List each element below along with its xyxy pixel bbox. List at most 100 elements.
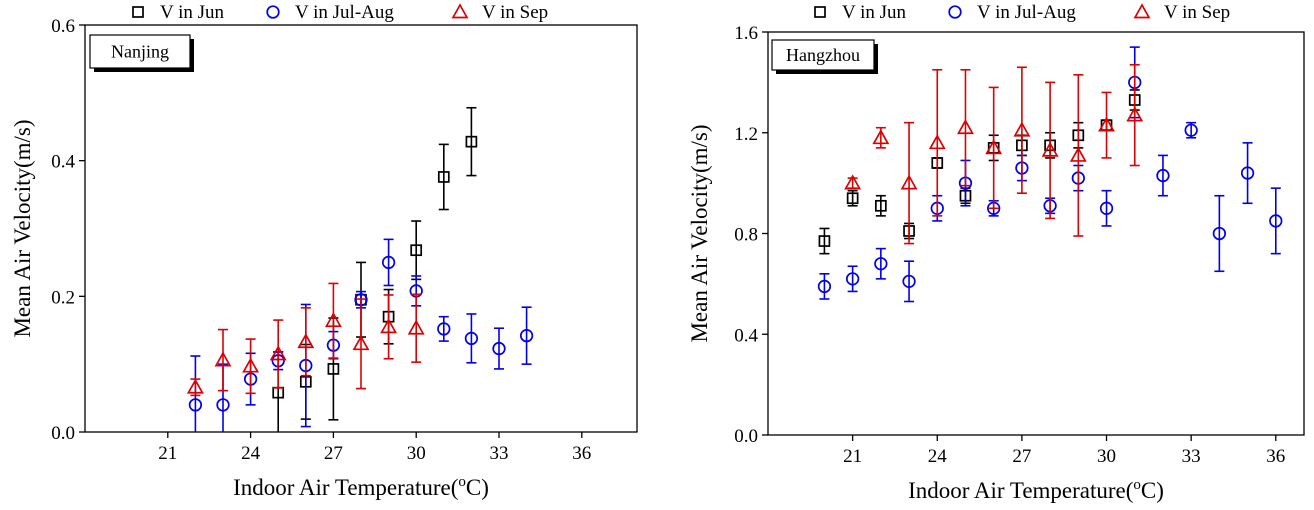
- x-tick-label: 30: [1097, 446, 1116, 467]
- x-axis-title-main: Indoor Air Temperature(: [908, 478, 1133, 503]
- data-point-triangle: [186, 378, 204, 394]
- legend: V in Jun V in Jul-Aug V in Sep: [132, 2, 548, 23]
- x-tick-label: 33: [1182, 446, 1201, 467]
- legend-label: V in Jul-Aug: [295, 2, 394, 23]
- legend-label: V in Sep: [1164, 2, 1230, 23]
- chart-hangzhou: 21 24 27 30 33 36 0.0 0.4 0.8 1.2 1.6 Indoor Air Te…: [687, 2, 1305, 503]
- x-tick-label: 24: [928, 446, 948, 467]
- y-tick-label: 0.4: [51, 152, 75, 173]
- data-point-circle: [216, 398, 230, 412]
- plot-frame: [84, 24, 638, 433]
- legend-marker-triangle: [451, 3, 469, 19]
- data-point-square: [874, 199, 887, 212]
- x-axis-title: Indoor Air Temperature(oC): [908, 477, 1164, 503]
- data-point-circle: [817, 279, 832, 294]
- legend-marker-circle: [948, 5, 962, 19]
- x-axis-title: Indoor Air Temperature(oC): [233, 474, 489, 500]
- y-axis-title: Mean Air Velocity(m/s): [687, 124, 712, 342]
- x-tick-label: 36: [572, 443, 591, 464]
- data-point-circle: [1099, 201, 1114, 215]
- y-tick-label: 0.0: [51, 423, 75, 444]
- x-axis-title-sup: o: [1133, 477, 1141, 493]
- legend-label: V in Jul-Aug: [977, 2, 1076, 23]
- legend-label: V in Jun: [160, 2, 225, 23]
- data-point-triangle: [214, 351, 232, 367]
- series-triangle: [844, 63, 1144, 245]
- data-point-triangle: [900, 174, 918, 190]
- x-axis-title-sup: o: [458, 474, 466, 490]
- data-point-triangle: [1098, 116, 1115, 132]
- legend-marker-triangle: [1133, 3, 1151, 19]
- data-point-circle: [188, 398, 203, 412]
- x-tick-label: 36: [1266, 446, 1285, 467]
- data-point-circle: [464, 331, 479, 346]
- data-point-circle: [845, 272, 860, 286]
- data-point-circle: [1240, 166, 1255, 180]
- data-point-triangle: [844, 174, 862, 190]
- data-point-square: [437, 171, 450, 183]
- y-axis-title: Mean Air Velocity(m/s): [10, 119, 35, 337]
- y-tick-label: 0.8: [734, 225, 758, 246]
- y-tick-label: 1.2: [734, 124, 758, 145]
- data-point-circle: [437, 322, 451, 336]
- x-tick-label: 21: [843, 446, 862, 467]
- data-point-triangle: [352, 335, 370, 351]
- y-tick-label: 0.4: [734, 325, 758, 346]
- x-tick-label: 27: [1012, 446, 1031, 467]
- data-point-circle: [519, 329, 534, 343]
- x-tick-label: 27: [324, 443, 343, 464]
- legend-marker-circle: [266, 5, 280, 19]
- x-axis-title-end: C): [1141, 478, 1164, 503]
- plot-frame: [767, 31, 1305, 436]
- panel-label: Hangzhou: [786, 45, 860, 65]
- data-point-triangle: [985, 139, 1003, 155]
- data-point-triangle: [1041, 141, 1059, 157]
- y-tick-label: 0.2: [51, 287, 75, 308]
- data-point-circle: [1212, 226, 1227, 241]
- chart-nanjing: 21 24 27 30 33 36 0.0 0.2 0.4 0.6 Indoor Air Tempe…: [10, 2, 638, 500]
- data-point-triangle: [242, 357, 260, 373]
- x-tick-label: 24: [241, 443, 261, 464]
- data-point-triangle: [407, 319, 425, 335]
- series-triangle: [186, 282, 425, 397]
- data-point-triangle: [380, 318, 398, 334]
- data-point-square: [410, 244, 423, 257]
- data-point-circle: [1184, 123, 1198, 137]
- legend-marker-square: [814, 6, 826, 18]
- data-point-triangle: [1013, 121, 1031, 137]
- data-point-circle: [1156, 168, 1170, 183]
- series-square: [272, 106, 478, 432]
- data-point-square: [818, 235, 831, 247]
- panel-label-box: [771, 39, 875, 71]
- data-point-triangle: [928, 134, 946, 150]
- data-point-square: [327, 363, 340, 375]
- data-point-triangle: [297, 333, 315, 349]
- data-point-circle: [874, 257, 888, 271]
- data-point-circle: [492, 341, 506, 356]
- data-point-triangle: [1069, 146, 1087, 162]
- legend: V in Jun V in Jul-Aug V in Sep: [814, 2, 1230, 23]
- data-point-triangle: [872, 129, 890, 145]
- data-point-circle: [902, 274, 916, 289]
- x-axis-title-main: Indoor Air Temperature(: [233, 475, 458, 500]
- data-point-circle: [381, 255, 396, 270]
- data-point-triangle: [324, 312, 342, 328]
- legend-label: V in Jun: [842, 2, 907, 23]
- legend-label: V in Sep: [482, 2, 548, 23]
- panel-label: Nanjing: [111, 42, 169, 62]
- data-point-triangle: [957, 118, 974, 135]
- data-point-square: [846, 192, 859, 205]
- data-point-triangle: [269, 345, 287, 361]
- data-point-square: [465, 135, 478, 148]
- x-tick-label: 30: [407, 443, 426, 464]
- data-point-triangle: [1126, 106, 1144, 122]
- x-axis-title-end: C): [466, 475, 489, 500]
- y-tick-label: 0.0: [734, 426, 758, 447]
- panel-label-box: [89, 34, 191, 69]
- y-tick-label: 0.6: [51, 16, 75, 37]
- series-square: [818, 89, 1141, 255]
- x-tick-label: 33: [490, 443, 509, 464]
- legend-marker-square: [132, 6, 144, 18]
- y-tick-label: 1.6: [734, 23, 758, 44]
